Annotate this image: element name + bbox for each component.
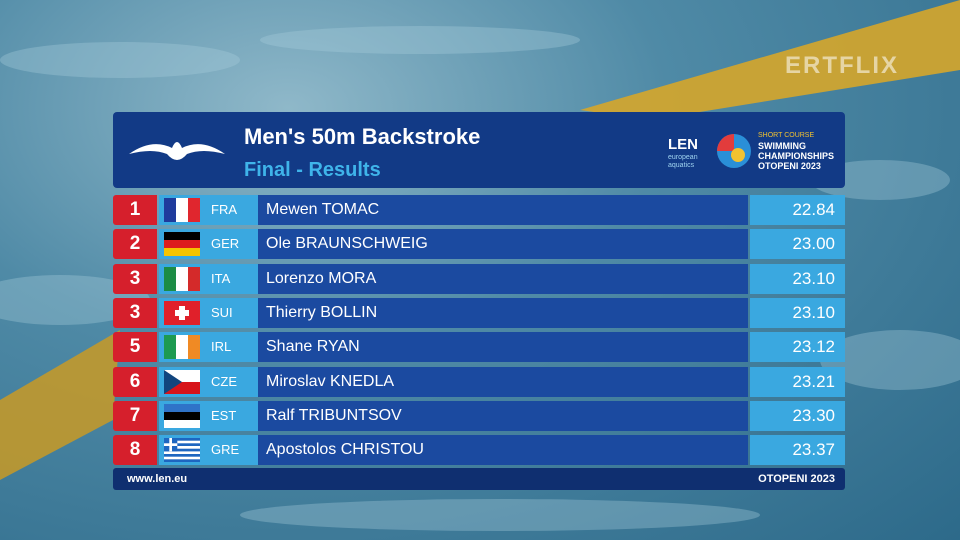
country-code: IRL bbox=[205, 332, 261, 363]
time: 23.30 bbox=[750, 400, 845, 431]
result-row: 5 IRL Shane RYAN 23.12 bbox=[113, 332, 845, 363]
flag bbox=[164, 335, 200, 360]
flag-cell bbox=[159, 229, 205, 260]
athlete-name: Lorenzo MORA bbox=[258, 263, 748, 294]
rank: 1 bbox=[113, 195, 157, 225]
time: 23.10 bbox=[750, 297, 845, 328]
flag-cell bbox=[159, 435, 205, 466]
rank: 6 bbox=[113, 366, 157, 397]
event-logo bbox=[717, 134, 751, 168]
flag bbox=[164, 266, 200, 291]
athlete-name: Miroslav KNEDLA bbox=[258, 366, 748, 397]
flag-cell bbox=[159, 195, 205, 225]
flag-cell bbox=[159, 366, 205, 397]
result-row: 7 EST Ralf TRIBUNTSOV 23.30 bbox=[113, 400, 845, 431]
flag bbox=[164, 369, 200, 394]
time: 23.12 bbox=[750, 332, 845, 363]
logo-line1: SHORT COURSE bbox=[758, 132, 815, 139]
rank: 3 bbox=[113, 297, 157, 328]
time: 22.84 bbox=[750, 195, 845, 225]
country-code: EST bbox=[205, 400, 261, 431]
flag bbox=[164, 198, 200, 222]
athlete-name: Mewen TOMAC bbox=[258, 195, 748, 225]
country-code: SUI bbox=[205, 297, 261, 328]
logo-brand: LEN bbox=[668, 136, 698, 153]
footer-left: www.len.eu bbox=[127, 473, 188, 485]
time: 23.00 bbox=[750, 229, 845, 260]
flag-cell bbox=[159, 400, 205, 431]
country-code: GER bbox=[205, 229, 261, 260]
time: 23.37 bbox=[750, 435, 845, 466]
country-code: GRE bbox=[205, 435, 261, 466]
time: 23.21 bbox=[750, 366, 845, 397]
flag bbox=[164, 438, 200, 463]
rank: 8 bbox=[113, 435, 157, 466]
swimmer-icon bbox=[129, 142, 225, 160]
logo-brand-sub: european aquatics bbox=[668, 154, 698, 169]
flag-cell bbox=[159, 297, 205, 328]
country-code: CZE bbox=[205, 366, 261, 397]
athlete-name: Ole BRAUNSCHWEIG bbox=[258, 229, 748, 260]
rank: 2 bbox=[113, 229, 157, 260]
results-table: 1 FRA Mewen TOMAC 22.84 2 GER Ole BRAUNSCHWEIG… bbox=[113, 195, 845, 466]
result-row: 3 ITA Lorenzo MORA 23.10 bbox=[113, 263, 845, 294]
athlete-name: Ralf TRIBUNTSOV bbox=[258, 400, 748, 431]
country-code: ITA bbox=[205, 263, 261, 294]
result-row: 2 GER Ole BRAUNSCHWEIG 23.00 bbox=[113, 229, 845, 260]
result-row: 3 SUI Thierry BOLLIN 23.10 bbox=[113, 297, 845, 328]
result-row: 1 FRA Mewen TOMAC 22.84 bbox=[113, 195, 845, 225]
athlete-name: Shane RYAN bbox=[258, 332, 748, 363]
logo-line2: SWIMMING bbox=[758, 141, 806, 151]
flag bbox=[164, 403, 200, 428]
watermark: ERTFLIX bbox=[785, 52, 899, 79]
athlete-name: Thierry BOLLIN bbox=[258, 297, 748, 328]
logo-line4: OTOPENI 2023 bbox=[758, 161, 821, 171]
result-row: 6 CZE Miroslav KNEDLA 23.21 bbox=[113, 366, 845, 397]
country-code: FRA bbox=[205, 195, 261, 225]
flag bbox=[164, 300, 200, 325]
athlete-name: Apostolos CHRISTOU bbox=[258, 435, 748, 466]
header: Men's 50m Backstroke Final - Results LEN… bbox=[113, 112, 845, 188]
footer-right: OTOPENI 2023 bbox=[758, 473, 835, 485]
result-row: 8 GRE Apostolos CHRISTOU 23.37 bbox=[113, 435, 845, 466]
rank: 7 bbox=[113, 400, 157, 431]
rank: 5 bbox=[113, 332, 157, 363]
rank: 3 bbox=[113, 263, 157, 294]
flag-cell bbox=[159, 263, 205, 294]
footer: www.len.eu OTOPENI 2023 bbox=[113, 468, 845, 490]
title: Men's 50m Backstroke bbox=[244, 124, 481, 149]
time: 23.10 bbox=[750, 263, 845, 294]
logo-line3: CHAMPIONSHIPS bbox=[758, 151, 835, 161]
subtitle: Final - Results bbox=[244, 159, 381, 181]
flag-cell bbox=[159, 332, 205, 363]
flag bbox=[164, 232, 200, 257]
